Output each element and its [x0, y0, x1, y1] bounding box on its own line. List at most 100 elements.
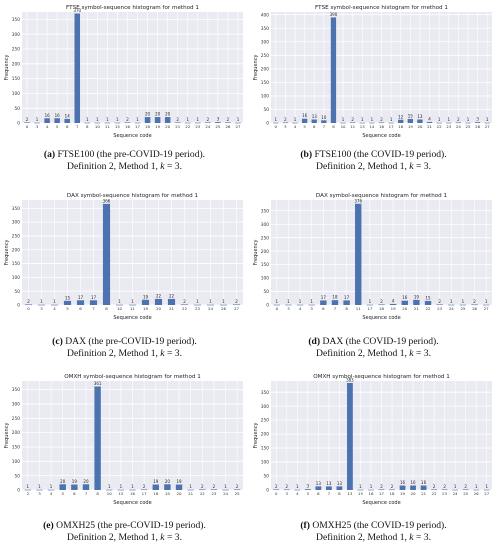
- bar-value-label: 1: [467, 117, 470, 122]
- x-tick-label: 21: [414, 306, 419, 311]
- bar: [459, 304, 467, 306]
- bar-value-label: 2: [227, 117, 230, 122]
- plot-background: [22, 12, 243, 123]
- y-tick-label: 0: [266, 121, 269, 127]
- x-tick-label: 14: [369, 124, 374, 129]
- x-tick-label: 20: [165, 124, 170, 129]
- caption-tag: (d): [308, 336, 321, 347]
- x-tick-label: 10: [95, 124, 100, 129]
- x-tick-label: 22: [426, 306, 431, 311]
- bar: [184, 122, 191, 124]
- bar-value-label: 16: [55, 113, 61, 118]
- y-tick-label: 200: [12, 430, 20, 436]
- bar: [401, 300, 408, 305]
- x-tick-label: 7: [328, 491, 331, 496]
- y-tick-label: 0: [17, 488, 20, 494]
- bar: [24, 489, 32, 491]
- x-tick-label: 23: [195, 306, 200, 311]
- bar: [114, 122, 121, 124]
- y-tick-label: 50: [264, 474, 270, 480]
- bar: [311, 119, 317, 123]
- x-tick-label: 24: [205, 124, 210, 129]
- bar-value-label: 383: [346, 377, 354, 382]
- y-tick-label: 250: [261, 418, 269, 424]
- x-tick-label: 17: [367, 306, 372, 311]
- bar: [89, 300, 98, 305]
- bar: [304, 489, 311, 490]
- bar: [219, 304, 228, 306]
- bar: [152, 484, 159, 490]
- x-tick-label: 8: [338, 491, 341, 496]
- bar: [106, 489, 113, 491]
- y-tick-label: 400: [261, 12, 269, 18]
- chart-title: FTSE symbol-sequence histogram for metho…: [66, 5, 199, 11]
- caption-line1: DAX (the pre-COVID-19 period).: [62, 336, 197, 347]
- bar: [235, 122, 241, 124]
- x-tick-label: 7: [92, 306, 95, 311]
- bar-value-label: 2: [473, 299, 476, 304]
- bar-value-label: 1: [485, 299, 488, 304]
- bar: [398, 119, 404, 123]
- bar-value-label: 20: [145, 112, 151, 117]
- bar-value-label: 1: [38, 484, 41, 489]
- panel-b: 0 50 100 150 200 250 300 350 400 1 0 2 3 1 4 16 5 13 6 10 7 3…: [249, 0, 498, 183]
- bar-value-label: 2: [126, 117, 129, 122]
- y-tick-label: 50: [264, 107, 270, 113]
- bar: [222, 489, 229, 491]
- y-tick-label: 100: [12, 459, 20, 465]
- bar-value-label: 19: [143, 294, 149, 299]
- bar: [424, 300, 432, 305]
- x-tick-label: 27: [484, 306, 489, 311]
- bar-value-label: 1: [96, 117, 99, 122]
- bar-value-label: 16: [400, 480, 406, 485]
- caption-k-label: k: [160, 161, 165, 172]
- bar: [283, 489, 290, 491]
- caption-line1: OMXH25 (the COVID-19 period).: [309, 520, 447, 531]
- bar: [225, 122, 231, 124]
- y-axis-label: Frequency: [4, 55, 10, 81]
- bar: [180, 304, 189, 306]
- x-tick-label: 27: [236, 124, 241, 129]
- x-tick-label: 20: [411, 491, 416, 496]
- bar: [174, 122, 181, 124]
- bar-value-label: 390: [330, 12, 338, 17]
- bar-value-label: 2: [286, 484, 289, 489]
- x-tick-label: 19: [155, 124, 160, 129]
- bar: [82, 484, 90, 490]
- bar: [129, 489, 136, 491]
- bar-value-label: 1: [86, 117, 89, 122]
- bar-value-label: 2: [391, 484, 394, 489]
- bar-value-label: 2: [183, 299, 186, 304]
- x-tick-label: 0: [26, 124, 29, 129]
- bar: [368, 489, 374, 491]
- bar-value-label: 2: [213, 484, 216, 489]
- bar-value-label: 1: [40, 299, 43, 304]
- x-tick-label: 13: [347, 491, 352, 496]
- caption-line1: FTSE100 (the COVID-19 period).: [312, 149, 447, 160]
- panel-d: 0 50 100 150 200 250 300 350 1 0 1 3 1 4 1 5 17 6 18 7 17 8 37…: [249, 188, 498, 371]
- x-tick-label: 22: [432, 491, 437, 496]
- bar: [483, 489, 490, 491]
- x-tick-label: 25: [215, 124, 220, 129]
- caption-line2: Definition 2, Method 1,: [67, 161, 161, 172]
- bar-value-label: 1: [106, 117, 109, 122]
- y-tick-label: 150: [261, 80, 269, 86]
- x-tick-label: 5: [56, 124, 59, 129]
- y-tick-label: 150: [12, 261, 20, 267]
- caption-k-value: = 3.: [413, 532, 431, 543]
- bar-value-label: 16: [411, 480, 417, 485]
- x-tick-label: 19: [143, 306, 148, 311]
- bar-value-label: 1: [197, 117, 200, 122]
- bar-value-label: 3: [307, 484, 310, 489]
- caption-line2: Definition 2, Method 1,: [316, 532, 410, 543]
- bar: [474, 122, 481, 123]
- bar-value-label: 1: [36, 117, 39, 122]
- x-axis-label: Sequence code: [362, 315, 400, 321]
- bar: [308, 304, 315, 306]
- bar: [124, 122, 131, 124]
- caption-line2: Definition 2, Method 1,: [67, 348, 161, 359]
- x-tick-label: 4: [53, 306, 56, 311]
- bar: [296, 304, 304, 306]
- x-tick-label: 26: [475, 124, 480, 129]
- bar-value-label: 1: [447, 117, 450, 122]
